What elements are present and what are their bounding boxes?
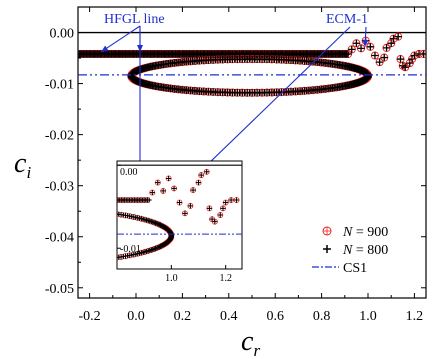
legend-symbol-n900: [322, 226, 332, 236]
ecm1-n800-point: [389, 35, 398, 43]
n800-point: [156, 222, 162, 228]
ecm1-n800-point: [220, 205, 226, 211]
x-tick-label: 0.4: [220, 309, 238, 324]
ecm1-n800-point: [190, 187, 196, 193]
x-tick-label: 0.2: [174, 309, 192, 324]
legend-label-n900: N = 900: [342, 225, 388, 240]
ecm1-n800-point: [182, 210, 188, 216]
y-tick-label: -0.04: [45, 231, 74, 246]
ecm1-n800-point: [382, 44, 391, 52]
ecm1-n800-point: [198, 172, 204, 178]
ecm1-n800-point: [357, 44, 365, 52]
ecm1-n800-point: [420, 50, 426, 58]
ecm1-n800-point: [160, 188, 166, 194]
inset-y-tick-label: -0.01: [120, 244, 141, 255]
x-tick-label: -0.2: [79, 309, 101, 324]
y-tick-label: 0.00: [50, 27, 75, 42]
y-tick-label: -0.02: [45, 129, 74, 144]
inset-y-tick-label: 0.00: [120, 167, 138, 178]
x-axis-title: cr: [241, 326, 260, 359]
x-tick-label: 1.0: [359, 309, 377, 324]
n800-point: [155, 244, 161, 251]
annotation-ecm1: ECM-1: [326, 12, 368, 27]
arrow-hfgl-left: [100, 25, 141, 53]
ecm1-n800-point: [376, 58, 384, 66]
x-tick-label: 0.8: [313, 309, 331, 324]
ecm1-n800-point: [149, 189, 155, 196]
y-tick-label: -0.03: [45, 180, 74, 195]
ecm1-n800-point: [406, 59, 414, 67]
ecm1-n800-point: [410, 51, 418, 60]
ecm1-n800-point: [204, 169, 210, 175]
ecm1-n800-point: [371, 51, 379, 60]
ecm1-n800-point: [233, 197, 240, 203]
n800-point: [344, 50, 352, 58]
ecm1-n800-point: [166, 175, 172, 182]
y-tick-label: -0.01: [45, 78, 74, 93]
n800-point: [156, 244, 162, 250]
ecm1-n800-point: [401, 63, 409, 71]
n800-point: [146, 197, 152, 203]
ecm1-n800-point: [396, 55, 405, 63]
ecm1-n800-point: [176, 199, 183, 206]
ecm1-n800-point: [366, 43, 374, 51]
inset-x-tick-label: 1.2: [219, 273, 232, 284]
ecm1-n800-point: [223, 199, 229, 206]
n800-point: [157, 222, 164, 228]
legend-symbol-n800: [323, 245, 331, 253]
y-tick-label: -0.05: [45, 282, 74, 297]
ecm1-n800-point: [212, 219, 218, 225]
arrow-ecm1-main: [362, 26, 369, 47]
n800-point: [364, 72, 372, 80]
x-tick-label: 1.2: [406, 309, 424, 324]
ecm1-n800-point: [206, 205, 212, 211]
ecm1-n800-point: [217, 212, 223, 218]
ecm1-n800-point: [394, 33, 402, 41]
ecm1-n800-point: [195, 180, 202, 186]
legend: N = 900 N = 800 CS1: [312, 225, 388, 276]
ecm1-n800-point: [352, 39, 360, 47]
ecm1-n800-point: [155, 180, 161, 186]
ecm1-n800-point: [348, 45, 356, 53]
annotation-hfgl: HFGL line: [104, 12, 165, 27]
x-tick-label: 0.0: [127, 309, 145, 324]
ecm1-n800-point: [171, 185, 177, 192]
inset-x-tick-label: 1.0: [165, 273, 178, 284]
ecm1-n800-point: [187, 203, 193, 209]
n800-point: [159, 223, 165, 229]
ecm1-n800-point: [228, 197, 234, 203]
legend-label-cs1: CS1: [343, 261, 367, 276]
ecm1-n800-point: [387, 39, 395, 47]
legend-label-n800: N = 800: [342, 243, 388, 258]
n800-point: [168, 233, 174, 239]
y-axis-title: ci: [14, 148, 31, 182]
ecm1-n800-point: [380, 53, 388, 62]
x-tick-label: 0.6: [266, 309, 284, 324]
n800-point: [117, 211, 120, 217]
